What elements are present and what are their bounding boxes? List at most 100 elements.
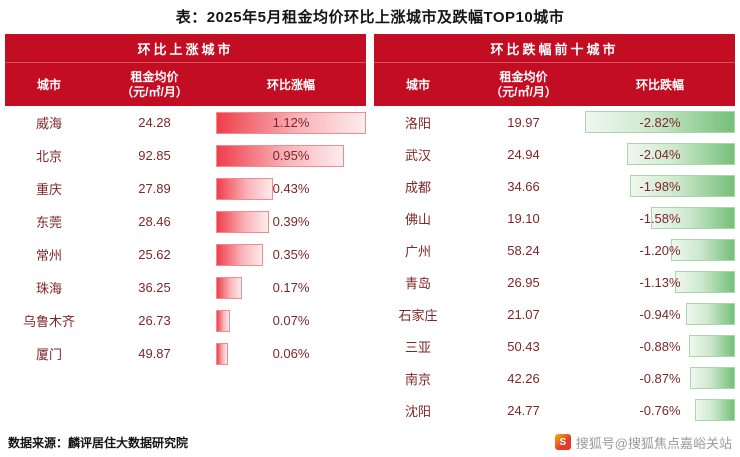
rise-table-row: 北京 92.85 0.95% [5,139,366,172]
city-name: 常州 [35,248,62,263]
fall-bar [627,143,735,165]
city-name: 广州 [404,243,431,259]
change-value: -0.76% [639,402,681,418]
col-header-fall-change: 环比跌幅 [635,78,684,92]
price-value: 19.10 [507,210,540,226]
fall-table-row: 成都 34.66 -1.98% [374,170,735,202]
fall-section-header: 环比跌幅前十城市 [374,34,735,62]
city-name: 厦门 [35,347,62,362]
change-cell: -1.58% [585,202,735,234]
watermark-text: 搜狐号@搜狐焦点嘉峪关站 [575,435,732,451]
change-cell: -0.94% [585,298,735,330]
change-cell: 0.35% [216,238,366,271]
rise-table-row: 威海 24.28 1.12% [5,106,366,139]
fall-bar [685,303,735,325]
rise-rows: 威海 24.28 1.12% 北京 92.85 0.95% 重庆 27.89 0.43% 东莞 28… [5,106,366,370]
change-value: 1.12% [272,115,310,130]
fall-table-row: 青岛 26.95 -1.13% [374,266,735,298]
change-value: -2.82% [639,114,681,130]
price-value: 21.07 [507,306,540,322]
col-header-price-line1: 租金均价 [499,69,548,84]
rise-table: 环比上涨城市 城市 租金均价 （元/㎡/月） 环比涨幅 威海 24.28 1.12%… [5,34,366,370]
rise-bar [216,309,230,332]
city-name: 沈阳 [404,403,431,419]
col-header-price: 租金均价 （元/㎡/月） [462,70,585,100]
price-value: 58.24 [507,242,540,258]
rise-bar [216,243,263,266]
change-cell: -0.88% [585,330,735,362]
change-cell: 0.95% [216,139,366,172]
fall-table-row: 南京 42.26 -0.87% [374,362,735,394]
price-value: 50.43 [507,338,540,354]
change-cell: -2.04% [585,138,735,170]
fall-bar [670,239,735,261]
change-cell: 1.12% [216,106,366,139]
city-name: 南京 [404,371,431,387]
price-value: 28.46 [138,214,171,229]
fall-table-row: 广州 58.24 -1.20% [374,234,735,266]
rise-table-row: 乌鲁木齐 26.73 0.07% [5,304,366,337]
fall-table-row: 石家庄 21.07 -0.94% [374,298,735,330]
city-name: 石家庄 [398,307,438,323]
rise-bar [216,144,344,167]
col-header-price-line2: （元/㎡/月） [121,84,188,99]
rise-bar [216,342,228,365]
price-value: 34.66 [507,178,540,194]
price-value: 26.95 [507,274,540,290]
change-value: -1.58% [639,210,681,226]
fall-table-row: 洛阳 19.97 -2.82% [374,106,735,138]
fall-column-header: 城市 租金均价 （元/㎡/月） 环比跌幅 [374,62,735,106]
footer: 数据来源：麟评居住大数据研究院 S 搜狐号@搜狐焦点嘉峪关站 [5,431,735,453]
change-value: -1.13% [639,274,681,290]
price-value: 24.28 [138,115,171,130]
change-value: 0.06% [272,346,310,361]
fall-table-row: 沈阳 24.77 -0.76% [374,394,735,426]
col-header-city: 城市 [36,78,61,92]
change-cell: 0.07% [216,304,366,337]
city-name: 佛山 [404,211,431,227]
city-name: 北京 [35,149,62,164]
change-cell: -1.98% [585,170,735,202]
change-cell: -0.87% [585,362,735,394]
fall-bar [651,207,735,229]
change-value: 0.35% [272,247,310,262]
fall-table-row: 武汉 24.94 -2.04% [374,138,735,170]
change-value: 0.43% [272,181,310,196]
price-value: 27.89 [138,181,171,196]
fall-table: 环比跌幅前十城市 城市 租金均价 （元/㎡/月） 环比跌幅 洛阳 19.97 -2.… [374,34,735,426]
change-value: 0.17% [272,280,310,295]
rise-table-row: 厦门 49.87 0.06% [5,337,366,370]
fall-bar [630,175,735,197]
fall-bar [675,271,735,293]
fall-table-row: 三亚 50.43 -0.88% [374,330,735,362]
fall-table-row: 佛山 19.10 -1.58% [374,202,735,234]
rise-bar [216,177,273,200]
price-value: 92.85 [138,148,171,163]
city-name: 青岛 [404,275,431,291]
rise-bar [216,111,366,134]
rise-section-header: 环比上涨城市 [5,34,366,62]
col-header-price-line1: 租金均价 [130,69,179,84]
change-value: 0.07% [272,313,310,328]
fall-rows: 洛阳 19.97 -2.82% 武汉 24.94 -2.04% 成都 34.66 -1.98% 佛… [374,106,735,426]
price-value: 25.62 [138,247,171,262]
rise-table-row: 东莞 28.46 0.39% [5,205,366,238]
city-name: 东莞 [35,215,62,230]
change-value: 0.39% [272,214,310,229]
tables-container: 环比上涨城市 城市 租金均价 （元/㎡/月） 环比涨幅 威海 24.28 1.12%… [5,34,735,431]
data-source: 数据来源：麟评居住大数据研究院 [8,435,189,450]
city-name: 威海 [35,116,62,131]
price-value: 26.73 [138,313,171,328]
price-value: 49.87 [138,346,171,361]
col-header-price: 租金均价 （元/㎡/月） [93,70,216,100]
change-value: -0.94% [639,306,681,322]
change-cell: -1.13% [585,266,735,298]
city-name: 武汉 [404,147,431,163]
price-value: 36.25 [138,280,171,295]
rise-table-row: 重庆 27.89 0.43% [5,172,366,205]
rise-column-header: 城市 租金均价 （元/㎡/月） 环比涨幅 [5,62,366,106]
change-value: -1.98% [639,178,681,194]
change-cell: 0.39% [216,205,366,238]
price-value: 24.94 [507,146,540,162]
